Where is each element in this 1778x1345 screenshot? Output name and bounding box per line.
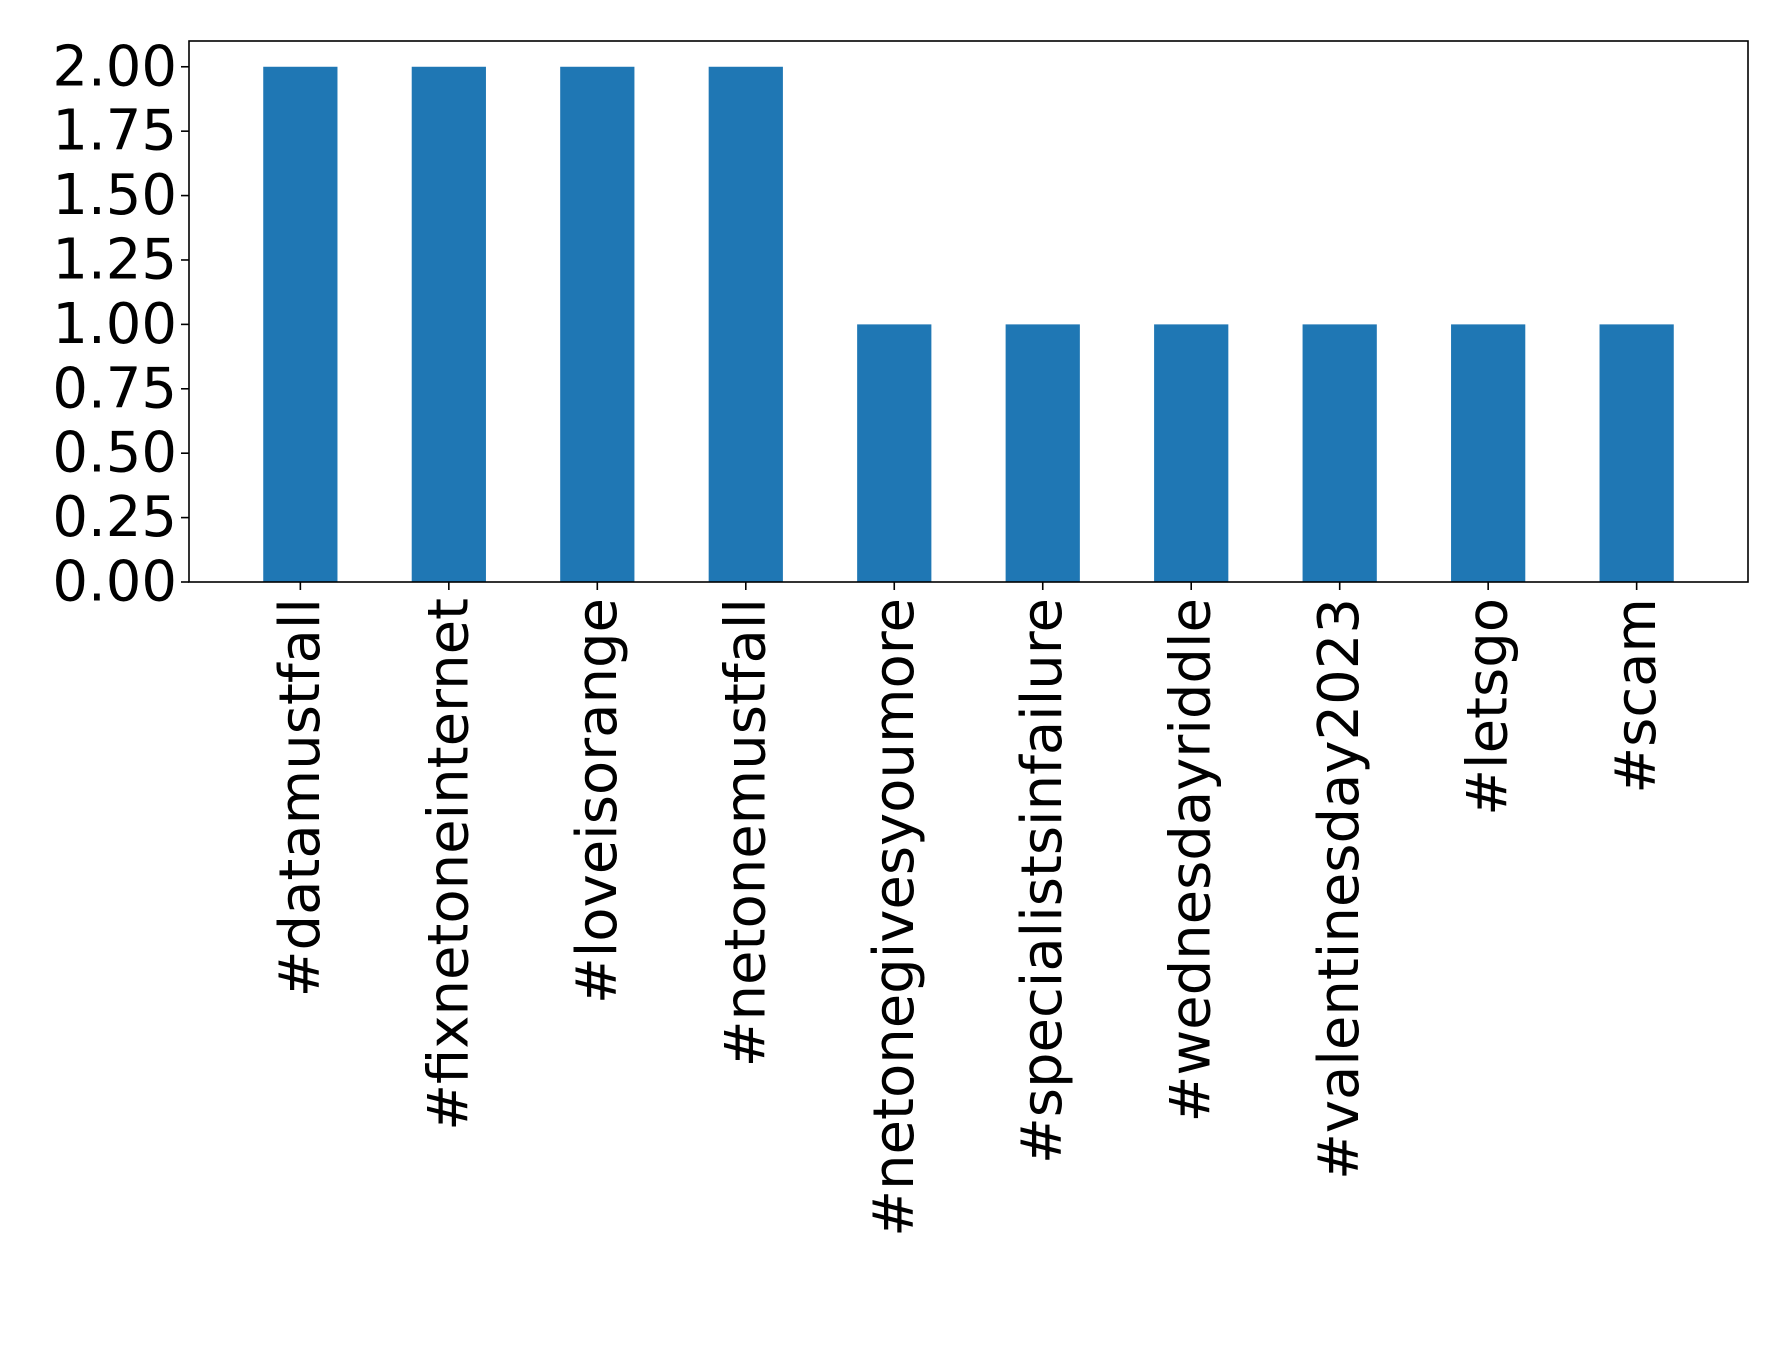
- y-tick-label: 2.00: [52, 34, 177, 99]
- x-tick-label: #loveisorange: [565, 598, 630, 1004]
- x-tick-label: #specialistsinfailure: [1010, 598, 1075, 1164]
- bar-scam: [1599, 324, 1674, 582]
- bars-layer: [263, 66, 1674, 582]
- bar-fixnetoneinternet: [411, 66, 486, 582]
- y-axis: 0.000.250.500.751.001.251.501.752.00: [52, 34, 189, 615]
- x-tick-label: #letsgo: [1456, 598, 1521, 816]
- x-tick-label: #netonemustfall: [713, 598, 778, 1067]
- x-tick-label: #netonegivesyoumore: [862, 598, 927, 1237]
- y-tick-label: 0.75: [52, 356, 177, 421]
- y-tick-label: 0.00: [52, 550, 177, 615]
- bar-specialistsinfailure: [1005, 324, 1080, 582]
- y-tick-label: 1.00: [52, 292, 177, 357]
- bar-datamustfall: [263, 66, 338, 582]
- y-tick-label: 0.25: [52, 485, 177, 550]
- plot-frame: [188, 40, 1749, 583]
- x-tick-label: #fixnetoneinternet: [416, 598, 481, 1131]
- x-tick-label: #scam: [1604, 598, 1669, 794]
- x-tick-label: #datamustfall: [268, 598, 333, 997]
- bar-letsgo: [1451, 324, 1526, 582]
- x-axis: #datamustfall #fixnetoneinternet #loveisor…: [268, 582, 1669, 1237]
- y-tick-label: 1.75: [52, 99, 177, 164]
- bar-netonemustfall: [708, 66, 783, 582]
- bar-loveisorange: [560, 66, 635, 582]
- bar-netonegivesyoumore: [857, 324, 932, 582]
- bar-valentinesday2023: [1302, 324, 1377, 582]
- y-tick-label: 1.50: [52, 163, 177, 228]
- y-tick-label: 0.50: [52, 421, 177, 486]
- bar-wednesdayriddle: [1154, 324, 1229, 582]
- x-tick-label: #valentinesday2023: [1307, 598, 1372, 1180]
- y-tick-label: 1.25: [52, 227, 177, 292]
- x-tick-label: #wednesdayriddle: [1159, 598, 1224, 1123]
